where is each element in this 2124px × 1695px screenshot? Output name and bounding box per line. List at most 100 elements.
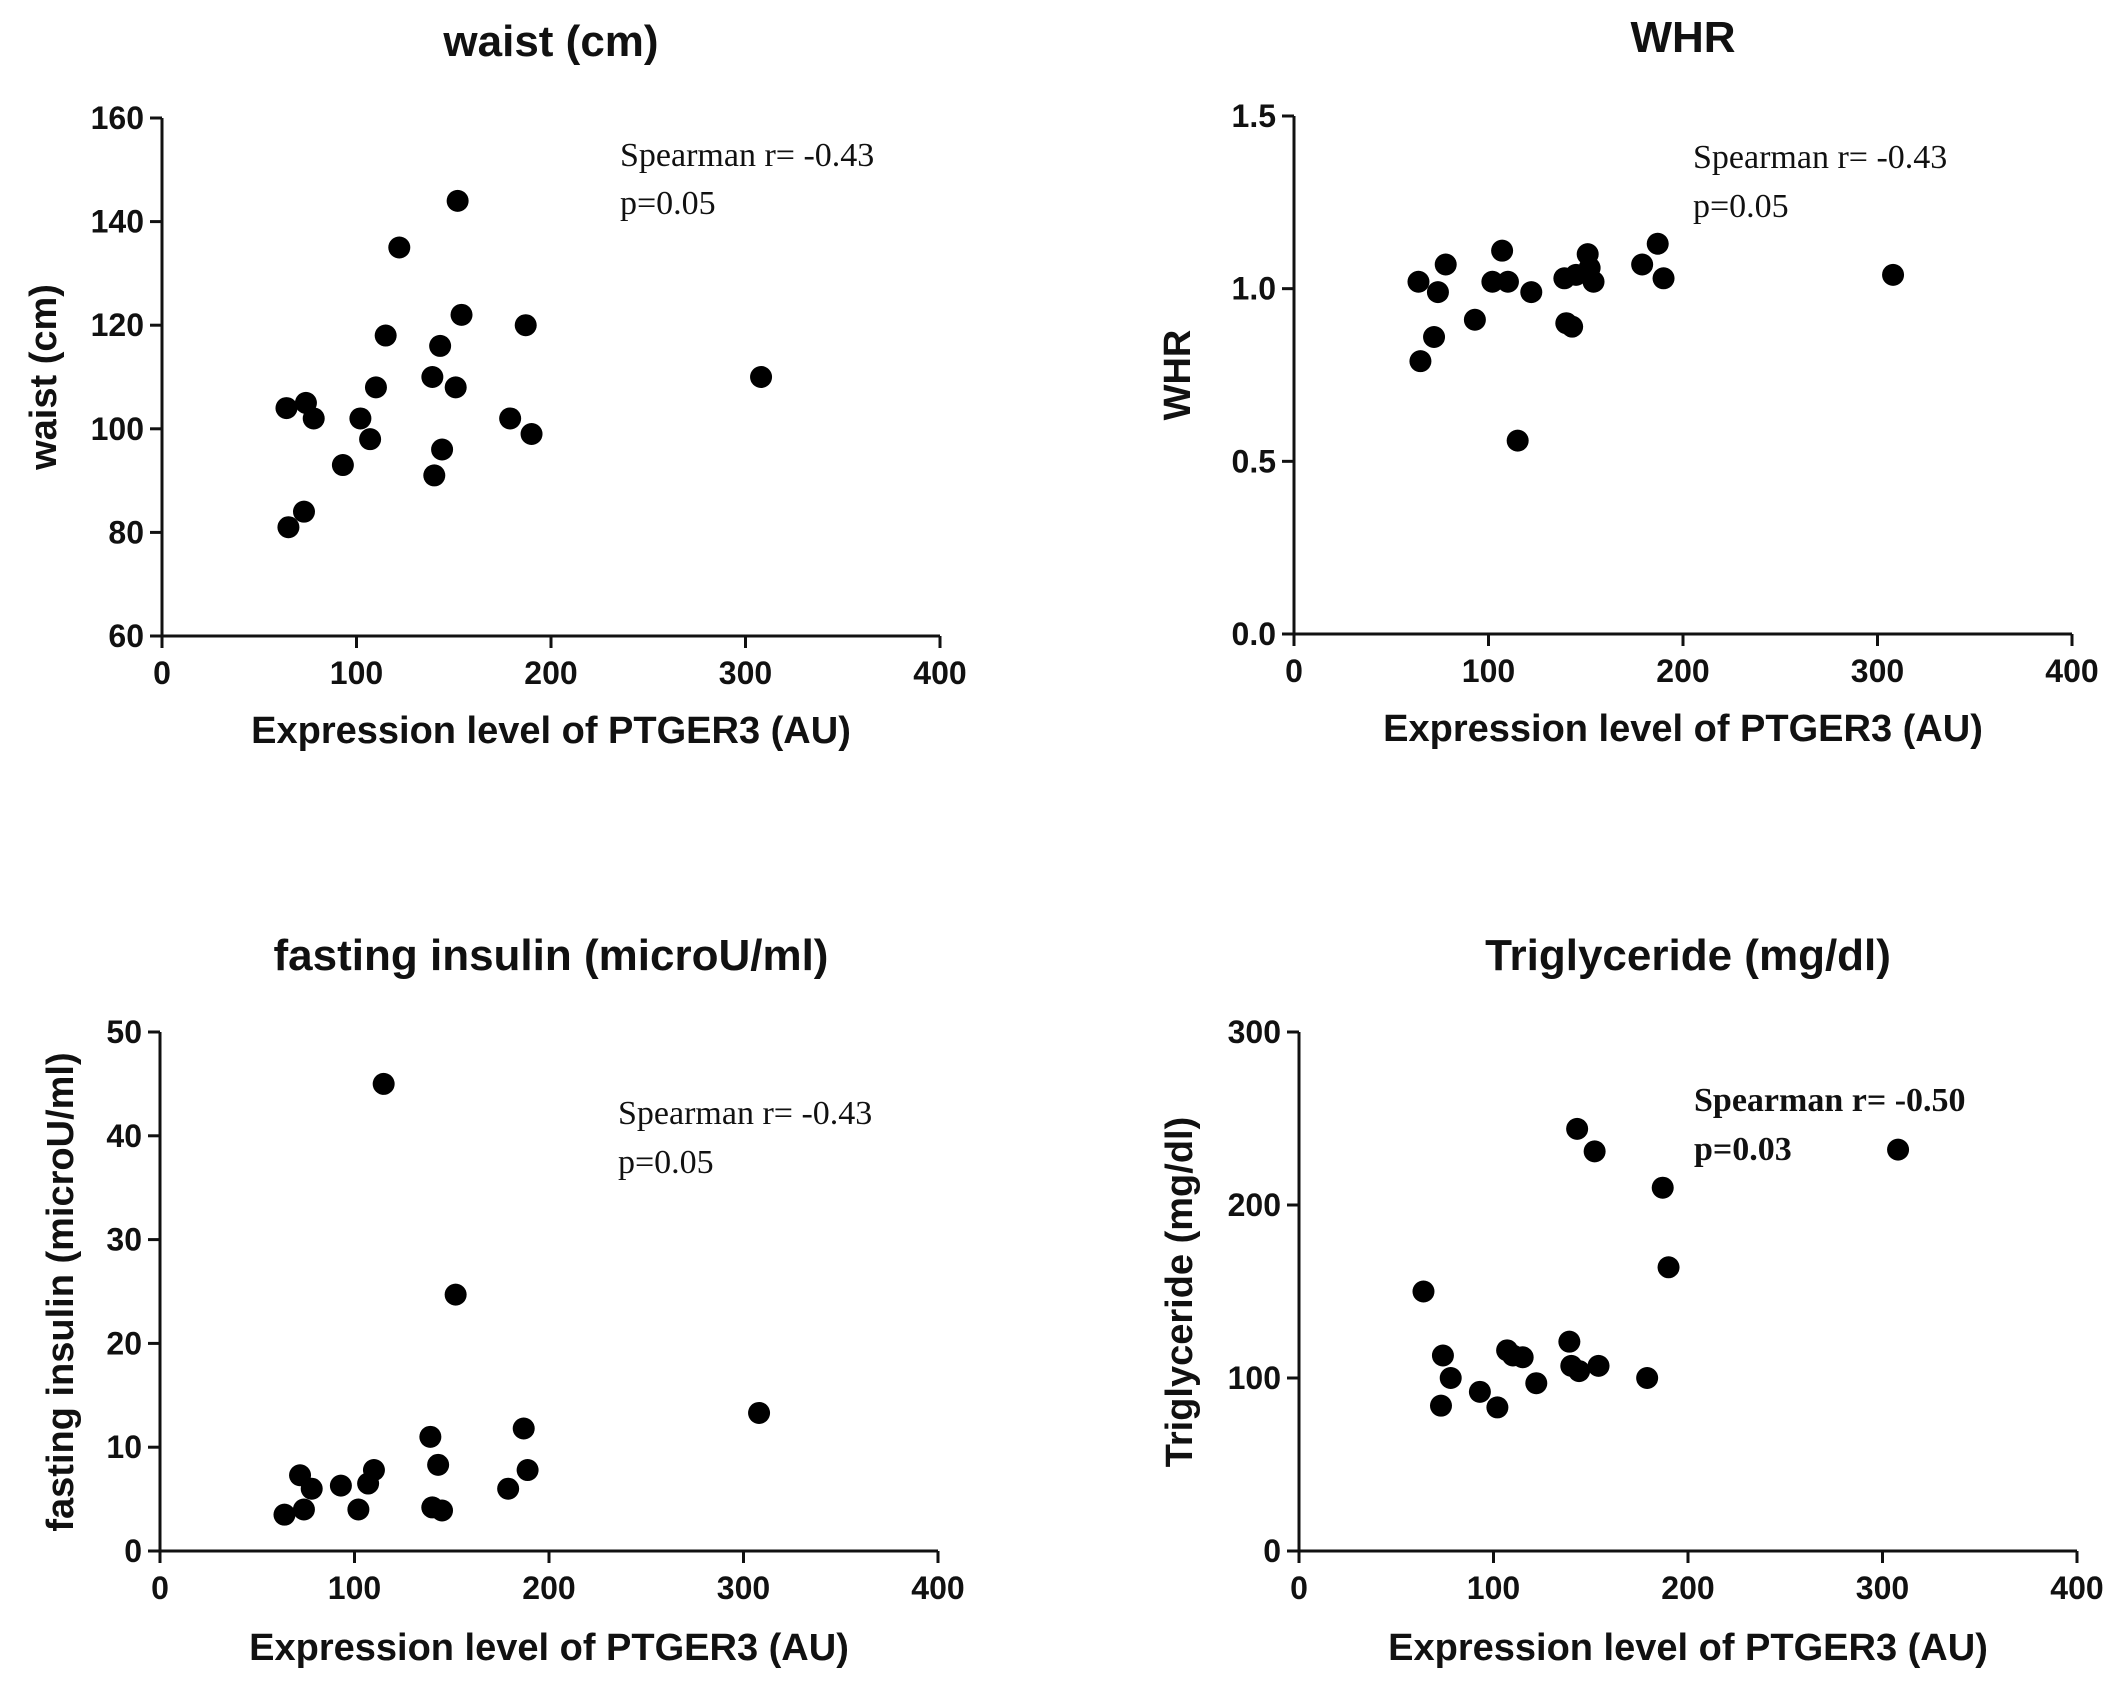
x-tick-label: 300 (1851, 653, 1904, 689)
data-point (331, 454, 354, 477)
y-tick-label: 100 (91, 411, 144, 447)
data-points (275, 189, 773, 539)
data-point (497, 1477, 520, 1500)
data-point (1568, 1360, 1591, 1383)
x-tick-label: 100 (330, 655, 383, 691)
data-point (419, 1425, 442, 1448)
y-tick-label: 300 (1228, 1014, 1281, 1050)
ticks: 0 100 200 300 400 0.0 0.5 1.0 1.5 (1232, 98, 2099, 689)
data-point (444, 1283, 467, 1306)
x-tick-label: 100 (1467, 1570, 1520, 1606)
annotation-line-2: p=0.05 (618, 1144, 714, 1181)
data-point (512, 1417, 535, 1440)
annotation-spearman: Spearman r= -0.50 (1694, 1082, 1966, 1119)
data-point (1431, 1344, 1454, 1367)
x-axis-label: Expression level of PTGER3 (AU) (249, 1627, 849, 1669)
x-tick-label: 200 (524, 655, 577, 691)
data-point (275, 397, 298, 420)
x-tick-label: 0 (1290, 1570, 1308, 1606)
data-point (302, 407, 325, 430)
annotation-p-value: p=0.05 (620, 185, 716, 222)
data-point (273, 1503, 296, 1526)
x-tick-label: 400 (2050, 1570, 2103, 1606)
panel-waist: waist (cm) waist (cm) Expression level o… (23, 17, 967, 752)
y-axis-label: Triglyceride (mg/dl) (1159, 1117, 1201, 1468)
y-tick-label: 40 (106, 1118, 142, 1154)
data-point (1587, 1354, 1610, 1377)
data-point (1657, 1256, 1680, 1279)
data-point (347, 1498, 370, 1521)
axes (160, 118, 940, 638)
x-tick-label: 400 (913, 655, 966, 691)
data-point (1429, 1394, 1452, 1417)
y-tick-label: 140 (91, 204, 144, 240)
data-point (429, 334, 452, 357)
annotation-line-1: Spearman r= -0.43 (618, 1095, 872, 1132)
x-tick-label: 300 (717, 1570, 770, 1606)
data-points (1407, 232, 1905, 452)
y-tick-label: 0.0 (1232, 616, 1276, 652)
data-point (388, 236, 411, 259)
data-point (1558, 1330, 1581, 1353)
data-point (520, 422, 543, 445)
data-point (1525, 1372, 1548, 1395)
data-point (1646, 232, 1669, 255)
annotation-line-1: Spearman r= -0.43 (620, 137, 874, 174)
data-point (427, 1453, 450, 1476)
panel-whr: WHR WHR Expression level of PTGER3 (AU) … (1157, 13, 2099, 750)
data-point (1423, 326, 1446, 349)
y-tick-label: 60 (108, 618, 144, 654)
data-point (499, 407, 522, 430)
y-tick-label: 1.0 (1232, 271, 1276, 307)
annotation-p-value: p=0.05 (618, 1144, 714, 1181)
data-point (1463, 308, 1486, 331)
data-point (421, 366, 444, 388)
data-point (349, 407, 372, 430)
annotation-p-value: p=0.03 (1694, 1131, 1792, 1168)
data-point (750, 366, 773, 388)
chart-title: Triglyceride (mg/dl) (1485, 931, 1891, 980)
y-tick-label: 80 (108, 514, 144, 550)
ticks: 0 100 200 300 400 0 100 200 300 (1228, 1014, 2104, 1606)
panel-fasting-insulin: fasting insulin (microU/ml) fasting insu… (40, 931, 965, 1669)
x-axis-label: Expression level of PTGER3 (AU) (1383, 708, 1983, 750)
x-tick-label: 400 (2045, 653, 2098, 689)
y-tick-label: 30 (106, 1222, 142, 1258)
y-tick-label: 10 (106, 1429, 142, 1465)
data-points (1412, 1117, 1910, 1419)
ticks: 0 100 200 300 400 0 10 20 30 40 50 (106, 1014, 964, 1606)
data-point (516, 1459, 539, 1482)
y-tick-label: 160 (91, 100, 144, 136)
annotation-line-1: Spearman r= -0.43 (1693, 139, 1947, 176)
data-point (450, 303, 473, 326)
y-tick-label: 50 (106, 1014, 142, 1050)
data-point (359, 428, 382, 451)
y-tick-label: 200 (1228, 1187, 1281, 1223)
axes (1292, 116, 2072, 636)
data-point (372, 1072, 395, 1095)
annotation-line-2: p=0.05 (620, 185, 716, 222)
data-points (273, 1072, 771, 1526)
y-axis-label: fasting insulin (microU/ml) (40, 1052, 82, 1531)
data-point (444, 376, 467, 399)
y-tick-label: 20 (106, 1325, 142, 1361)
chart-title: fasting insulin (microU/ml) (274, 931, 829, 980)
x-tick-label: 200 (522, 1570, 575, 1606)
annotation-spearman: Spearman r= -0.43 (1693, 139, 1947, 176)
x-tick-label: 100 (1462, 653, 1515, 689)
data-point (1434, 253, 1457, 276)
data-point (1511, 1346, 1534, 1369)
data-point (362, 1459, 385, 1482)
data-point (1582, 270, 1605, 293)
data-point (1412, 1280, 1435, 1303)
data-point (1882, 263, 1905, 286)
annotation-spearman: Spearman r= -0.43 (620, 137, 874, 174)
x-tick-label: 0 (1285, 653, 1303, 689)
x-tick-label: 300 (719, 655, 772, 691)
data-point (446, 189, 469, 212)
data-point (1561, 315, 1584, 338)
y-tick-label: 120 (91, 307, 144, 343)
annotation-line-1: Spearman r= -0.50 (1694, 1082, 1966, 1119)
data-point (292, 1498, 315, 1521)
